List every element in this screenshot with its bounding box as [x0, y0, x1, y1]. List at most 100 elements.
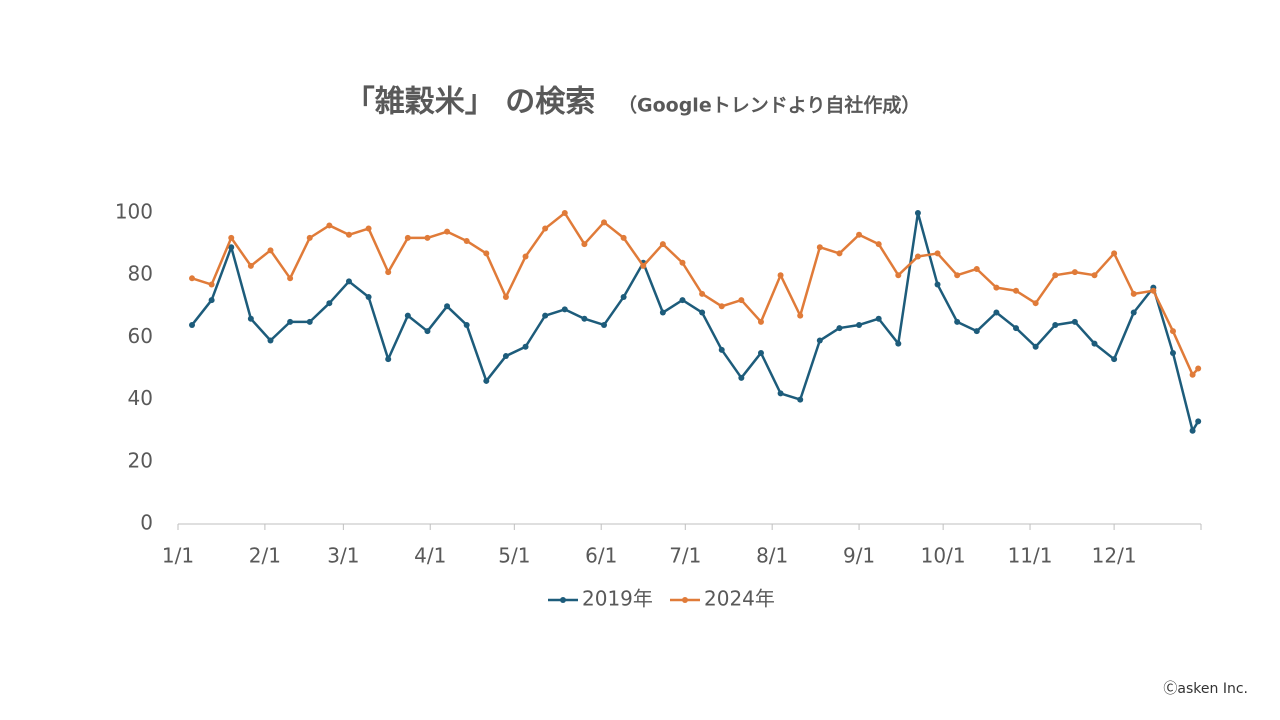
data-point [836, 325, 843, 332]
data-point [659, 309, 666, 316]
data-point [856, 321, 863, 328]
y-tick-label: 80 [128, 262, 153, 286]
series-line [191, 211, 1200, 376]
data-point [914, 253, 921, 260]
data-point [1013, 287, 1020, 294]
data-point [581, 315, 588, 322]
data-point [1195, 418, 1202, 425]
data-point [424, 328, 431, 335]
data-point [247, 262, 254, 269]
data-point [483, 377, 490, 384]
data-point [699, 309, 706, 316]
data-point [385, 269, 392, 276]
data-point [1189, 371, 1196, 378]
y-tick-label: 40 [128, 386, 153, 410]
x-tick-label: 3/1 [327, 544, 359, 568]
data-point [542, 312, 549, 319]
x-tick-label: 1/1 [162, 544, 194, 568]
data-point [1052, 321, 1059, 328]
data-point [444, 228, 451, 235]
x-tick-label: 11/1 [1008, 544, 1053, 568]
data-point [1032, 300, 1039, 307]
legend-marker [560, 597, 566, 603]
data-point [816, 244, 823, 251]
data-point [934, 281, 941, 288]
chart-subtitle: （Googleトレンドより自社作成） [618, 94, 920, 117]
data-point [365, 225, 372, 232]
data-point [228, 244, 235, 251]
data-point [640, 262, 647, 269]
data-point [856, 231, 863, 238]
data-point [659, 241, 666, 248]
chart-title: 「雑穀米」 の検索 [345, 85, 595, 120]
data-point [208, 281, 215, 288]
data-point [424, 234, 431, 241]
data-point [542, 225, 549, 232]
copyright: Ⓒasken Inc. [1163, 681, 1248, 697]
x-tick-label: 2/1 [249, 544, 281, 568]
data-point [522, 253, 529, 260]
data-point [247, 315, 254, 322]
data-point [954, 272, 961, 279]
x-tick-label: 4/1 [414, 544, 446, 568]
data-point [1052, 272, 1059, 279]
x-tick-label: 9/1 [843, 544, 875, 568]
data-point [267, 337, 274, 344]
y-tick-label: 20 [128, 448, 153, 472]
data-point [797, 312, 804, 319]
data-point [404, 234, 411, 241]
data-point [267, 247, 274, 254]
x-tick-label: 6/1 [585, 544, 617, 568]
data-point [404, 312, 411, 319]
y-tick-label: 0 [140, 511, 153, 535]
data-point [777, 272, 784, 279]
data-point [1150, 287, 1157, 294]
data-point [895, 340, 902, 347]
legend-label: 2024年 [704, 587, 775, 611]
data-point [502, 293, 509, 300]
y-tick-label: 100 [115, 200, 153, 224]
x-tick-label: 8/1 [756, 544, 788, 568]
data-point [345, 231, 352, 238]
data-point [189, 275, 196, 282]
data-point [993, 284, 1000, 291]
data-point [757, 349, 764, 356]
data-point [306, 234, 313, 241]
data-point [345, 278, 352, 285]
data-point [875, 315, 882, 322]
data-point [1169, 328, 1176, 335]
data-point [777, 390, 784, 397]
data-point [1130, 290, 1137, 297]
data-point [189, 321, 196, 328]
data-point [797, 396, 804, 403]
data-point [385, 356, 392, 363]
data-point [973, 328, 980, 335]
data-point [463, 321, 470, 328]
data-point [561, 210, 568, 216]
data-point [1032, 343, 1039, 350]
data-point [326, 300, 333, 307]
data-point [738, 374, 745, 381]
data-point [1111, 250, 1118, 257]
data-point [444, 303, 451, 310]
data-point [718, 303, 725, 310]
data-point [1195, 365, 1202, 372]
x-tick-label: 12/1 [1092, 544, 1137, 568]
data-point [679, 297, 686, 304]
data-point [620, 293, 627, 300]
data-point [914, 210, 921, 216]
data-point [208, 297, 215, 304]
data-point [1071, 269, 1078, 276]
data-point [954, 318, 961, 325]
data-point [993, 309, 1000, 316]
data-point [1189, 427, 1196, 434]
data-point [699, 290, 706, 297]
data-point [1091, 340, 1098, 347]
data-point [620, 234, 627, 241]
series-line [191, 211, 1200, 432]
data-point [365, 293, 372, 300]
data-point [581, 241, 588, 248]
data-point [1091, 272, 1098, 279]
data-point [895, 272, 902, 279]
